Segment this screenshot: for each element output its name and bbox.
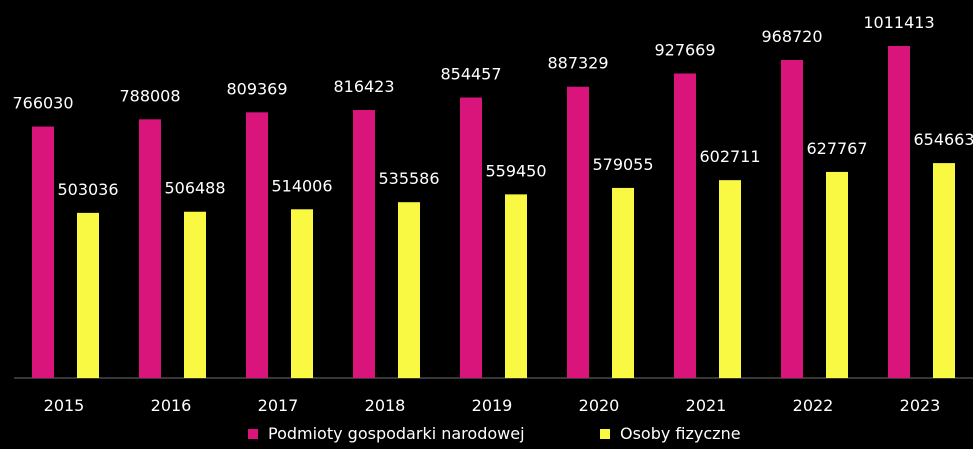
bar-podmioty-2021 bbox=[674, 73, 696, 379]
x-tick-label-2018: 2018 bbox=[365, 396, 406, 415]
bar-podmioty-2022 bbox=[781, 60, 803, 379]
data-label-osoby-2020: 579055 bbox=[592, 155, 653, 174]
bar-osoby-2019 bbox=[505, 194, 527, 378]
data-label-podmioty-2023: 1011413 bbox=[863, 13, 934, 32]
data-label-osoby-2015: 503036 bbox=[57, 180, 118, 199]
bar-podmioty-2019 bbox=[460, 97, 482, 379]
data-label-podmioty-2015: 766030 bbox=[12, 94, 73, 113]
data-label-osoby-2016: 506488 bbox=[164, 179, 225, 198]
data-label-podmioty-2020: 887329 bbox=[547, 54, 608, 73]
x-tick-label-2019: 2019 bbox=[472, 396, 513, 415]
data-label-podmioty-2019: 854457 bbox=[440, 65, 501, 84]
bar-osoby-2021 bbox=[719, 180, 741, 378]
data-label-podmioty-2018: 816423 bbox=[333, 77, 394, 96]
bar-podmioty-2023 bbox=[888, 46, 910, 378]
x-tick-label-2021: 2021 bbox=[686, 396, 727, 415]
legend-swatch-osoby bbox=[600, 429, 610, 439]
bar-osoby-2016 bbox=[184, 211, 206, 378]
bar-podmioty-2016 bbox=[139, 119, 161, 379]
legend-swatch-podmioty bbox=[248, 429, 258, 439]
x-tick-label-2022: 2022 bbox=[793, 396, 834, 415]
data-label-podmioty-2017: 809369 bbox=[226, 79, 287, 98]
data-label-osoby-2017: 514006 bbox=[271, 176, 332, 195]
data-label-podmioty-2022: 968720 bbox=[761, 27, 822, 46]
bar-podmioty-2015 bbox=[32, 126, 54, 378]
data-label-osoby-2023: 654663 bbox=[913, 130, 973, 149]
bar-podmioty-2017 bbox=[246, 112, 268, 378]
bar-osoby-2018 bbox=[398, 202, 420, 378]
data-label-podmioty-2021: 927669 bbox=[654, 40, 715, 59]
bar-osoby-2022 bbox=[826, 171, 848, 378]
data-label-osoby-2021: 602711 bbox=[699, 147, 760, 166]
bar-osoby-2020 bbox=[612, 187, 634, 378]
x-tick-label-2023: 2023 bbox=[900, 396, 941, 415]
bar-osoby-2023 bbox=[933, 163, 955, 378]
x-tick-label-2016: 2016 bbox=[151, 396, 192, 415]
data-label-podmioty-2016: 788008 bbox=[119, 86, 180, 105]
x-tick-label-2015: 2015 bbox=[44, 396, 85, 415]
x-tick-label-2020: 2020 bbox=[579, 396, 620, 415]
legend-label-podmioty: Podmioty gospodarki narodowej bbox=[268, 424, 525, 443]
bar-osoby-2017 bbox=[291, 209, 313, 378]
data-label-osoby-2022: 627767 bbox=[806, 139, 867, 158]
data-label-osoby-2018: 535586 bbox=[378, 169, 439, 188]
x-tick-label-2017: 2017 bbox=[258, 396, 299, 415]
bar-osoby-2015 bbox=[77, 212, 99, 378]
data-label-osoby-2019: 559450 bbox=[485, 161, 546, 180]
bar-podmioty-2018 bbox=[353, 110, 375, 379]
bar-podmioty-2020 bbox=[567, 86, 589, 379]
legend-label-osoby: Osoby fizyczne bbox=[620, 424, 741, 443]
